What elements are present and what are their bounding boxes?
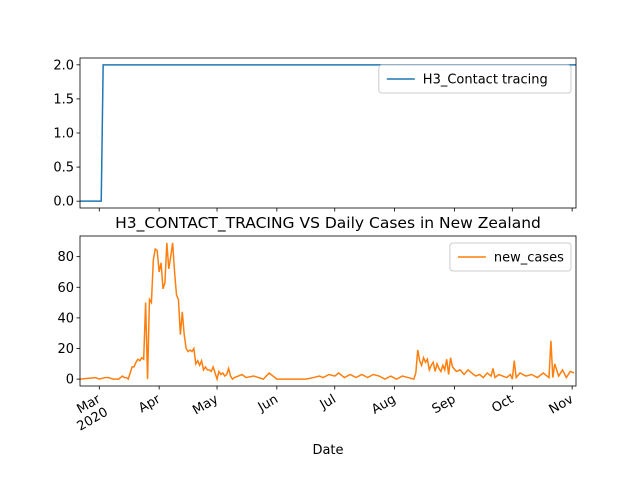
x-tick-label: May [190,392,221,419]
x-tick-label: Oct [489,392,516,416]
x-tick-label: Nov [547,392,577,418]
y-tick-label: 2.0 [53,58,74,73]
y-tick-label: 60 [57,281,74,296]
x-tick-label: Mar2020 [67,392,111,435]
x-tick-label: Sep [430,392,459,417]
y-tick-label: 20 [57,342,74,357]
x-tick-label: Jul [317,392,339,413]
legend-label: new_cases [494,251,564,266]
legend-box [449,242,572,272]
x-tick-label: Jun [255,392,281,416]
legend-box [378,64,572,94]
x-tick-label: Apr [136,392,164,417]
y-tick-label: 0.5 [53,161,74,176]
chart-title: H3_CONTACT_TRACING VS Daily Cases in New… [115,214,541,233]
y-tick-label: 1.5 [53,92,74,107]
x-axis-label: Date [312,443,343,458]
y-tick-label: 40 [57,311,74,326]
legend-label: H3_Contact tracing [423,73,548,88]
y-tick-label: 1.0 [53,127,74,142]
data-line [80,64,576,202]
axes-frame [79,235,577,387]
y-tick-label: 0 [66,373,74,388]
x-tick-label: Aug [369,392,398,418]
y-tick-label: 80 [57,250,74,265]
y-tick-label: 0.0 [53,195,74,210]
data-line [80,242,575,382]
